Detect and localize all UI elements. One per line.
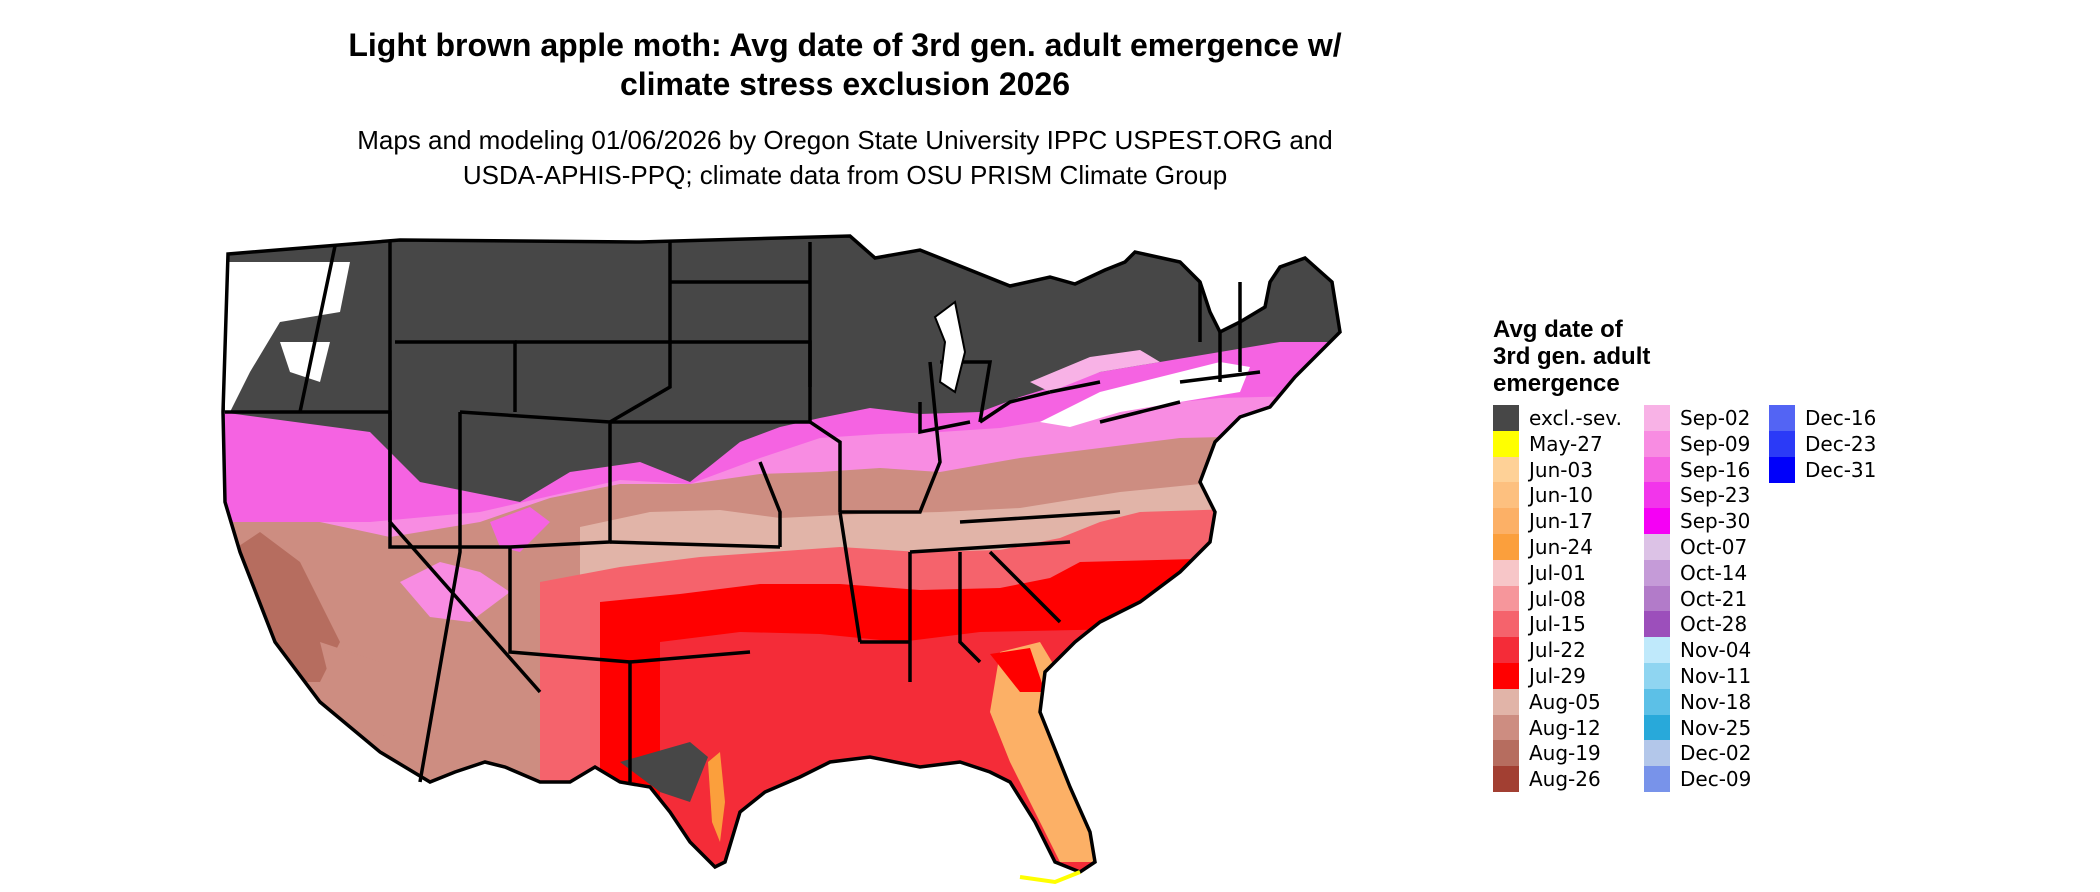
legend-swatch (1493, 559, 1519, 586)
legend-label: excl.-sev. (1529, 406, 1622, 430)
legend-label: Aug-12 (1529, 715, 1601, 740)
legend-label: Nov-04 (1680, 638, 1752, 663)
legend-label: Sep-23 (1680, 483, 1751, 508)
legend-swatch (1644, 688, 1670, 715)
legend-label: Oct-21 (1680, 586, 1748, 611)
legend-swatch (1769, 405, 1795, 431)
legend-label: Aug-26 (1529, 767, 1601, 792)
legend-swatch (1644, 508, 1670, 535)
us-map (221, 234, 1342, 885)
legend-swatch (1644, 534, 1670, 560)
legend-swatch (1644, 430, 1670, 457)
legend-title-line3: emergence (1493, 370, 1620, 397)
legend-label: Dec-31 (1805, 457, 1877, 482)
legend-label: Aug-05 (1529, 689, 1601, 714)
legend-swatch (1493, 585, 1519, 612)
legend-swatch (1644, 559, 1670, 586)
legend-swatch (1493, 456, 1519, 483)
legend-title-line2: 3rd gen. adult (1493, 343, 1651, 370)
legend-label: Dec-16 (1805, 406, 1877, 430)
legend-swatch (1644, 637, 1670, 664)
legend-swatch (1493, 482, 1519, 509)
map-title-line2: climate stress exclusion 2026 (619, 66, 1071, 102)
legend-label: Oct-28 (1680, 612, 1748, 637)
legend-title-line1: Avg date of (1493, 316, 1623, 343)
map-subtitle-line1: Maps and modeling 01/06/2026 by Oregon S… (357, 125, 1333, 155)
map-subtitle: Maps and modeling 01/06/2026 by Oregon S… (0, 123, 1690, 193)
legend-swatch (1493, 714, 1519, 741)
legend-title: Avg date of 3rd gen. adult emergence (1493, 316, 1650, 397)
legend-swatch (1493, 766, 1519, 793)
legend-label: Jul-15 (1529, 612, 1586, 637)
legend-swatch (1644, 611, 1670, 638)
legend-label: Dec-09 (1680, 767, 1752, 792)
legend-swatch (1493, 430, 1519, 457)
legend-label: Nov-18 (1680, 689, 1752, 714)
legend-swatch (1493, 508, 1519, 535)
legend-swatch (1644, 456, 1670, 483)
legend-label: Jun-17 (1529, 509, 1593, 534)
legend-label: Nov-25 (1680, 715, 1752, 740)
legend-swatch (1644, 740, 1670, 767)
legend-label: Jun-03 (1529, 457, 1593, 482)
legend-swatch (1644, 714, 1670, 741)
legend-label: Sep-09 (1680, 431, 1751, 456)
legend-label: Jul-22 (1529, 638, 1586, 663)
legend-swatch (1644, 663, 1670, 689)
legend-swatch (1493, 663, 1519, 689)
legend-label: Nov-11 (1680, 664, 1752, 688)
legend-label: Oct-07 (1680, 535, 1748, 559)
legend-label: Jun-10 (1529, 483, 1593, 508)
legend-label: Aug-19 (1529, 741, 1601, 766)
legend-swatch (1493, 637, 1519, 664)
legend-swatch (1493, 688, 1519, 715)
legend-swatch (1493, 611, 1519, 638)
legend-label: May-27 (1529, 431, 1603, 456)
legend-swatch (1493, 534, 1519, 560)
legend-swatch (1644, 482, 1670, 509)
legend-label: Dec-23 (1805, 431, 1877, 456)
legend-label: Jul-29 (1529, 664, 1586, 688)
legend-swatch (1769, 430, 1795, 457)
legend-label: Dec-02 (1680, 741, 1752, 766)
legend-label: Sep-16 (1680, 457, 1751, 482)
legend-swatch (1493, 740, 1519, 767)
legend-swatch (1644, 585, 1670, 612)
map-title: Light brown apple moth: Avg date of 3rd … (0, 26, 1690, 104)
legend-label: Oct-14 (1680, 560, 1748, 585)
legend-label: Jun-24 (1529, 535, 1593, 559)
legend-label: Jul-01 (1529, 560, 1586, 585)
legend: excl.-sev. May-27 Jun-03 Jun-10 Jun-17 Jun-24… (1493, 405, 1993, 825)
legend-swatch (1644, 766, 1670, 793)
map-subtitle-line2: USDA-APHIS-PPQ; climate data from OSU PR… (462, 160, 1228, 190)
legend-swatch (1769, 456, 1795, 483)
legend-swatch (1493, 405, 1519, 431)
legend-label: Sep-30 (1680, 509, 1751, 534)
legend-label: Jul-08 (1529, 586, 1586, 611)
legend-label: Sep-02 (1680, 406, 1751, 430)
legend-swatch (1644, 405, 1670, 431)
map-title-line1: Light brown apple moth: Avg date of 3rd … (348, 27, 1342, 63)
